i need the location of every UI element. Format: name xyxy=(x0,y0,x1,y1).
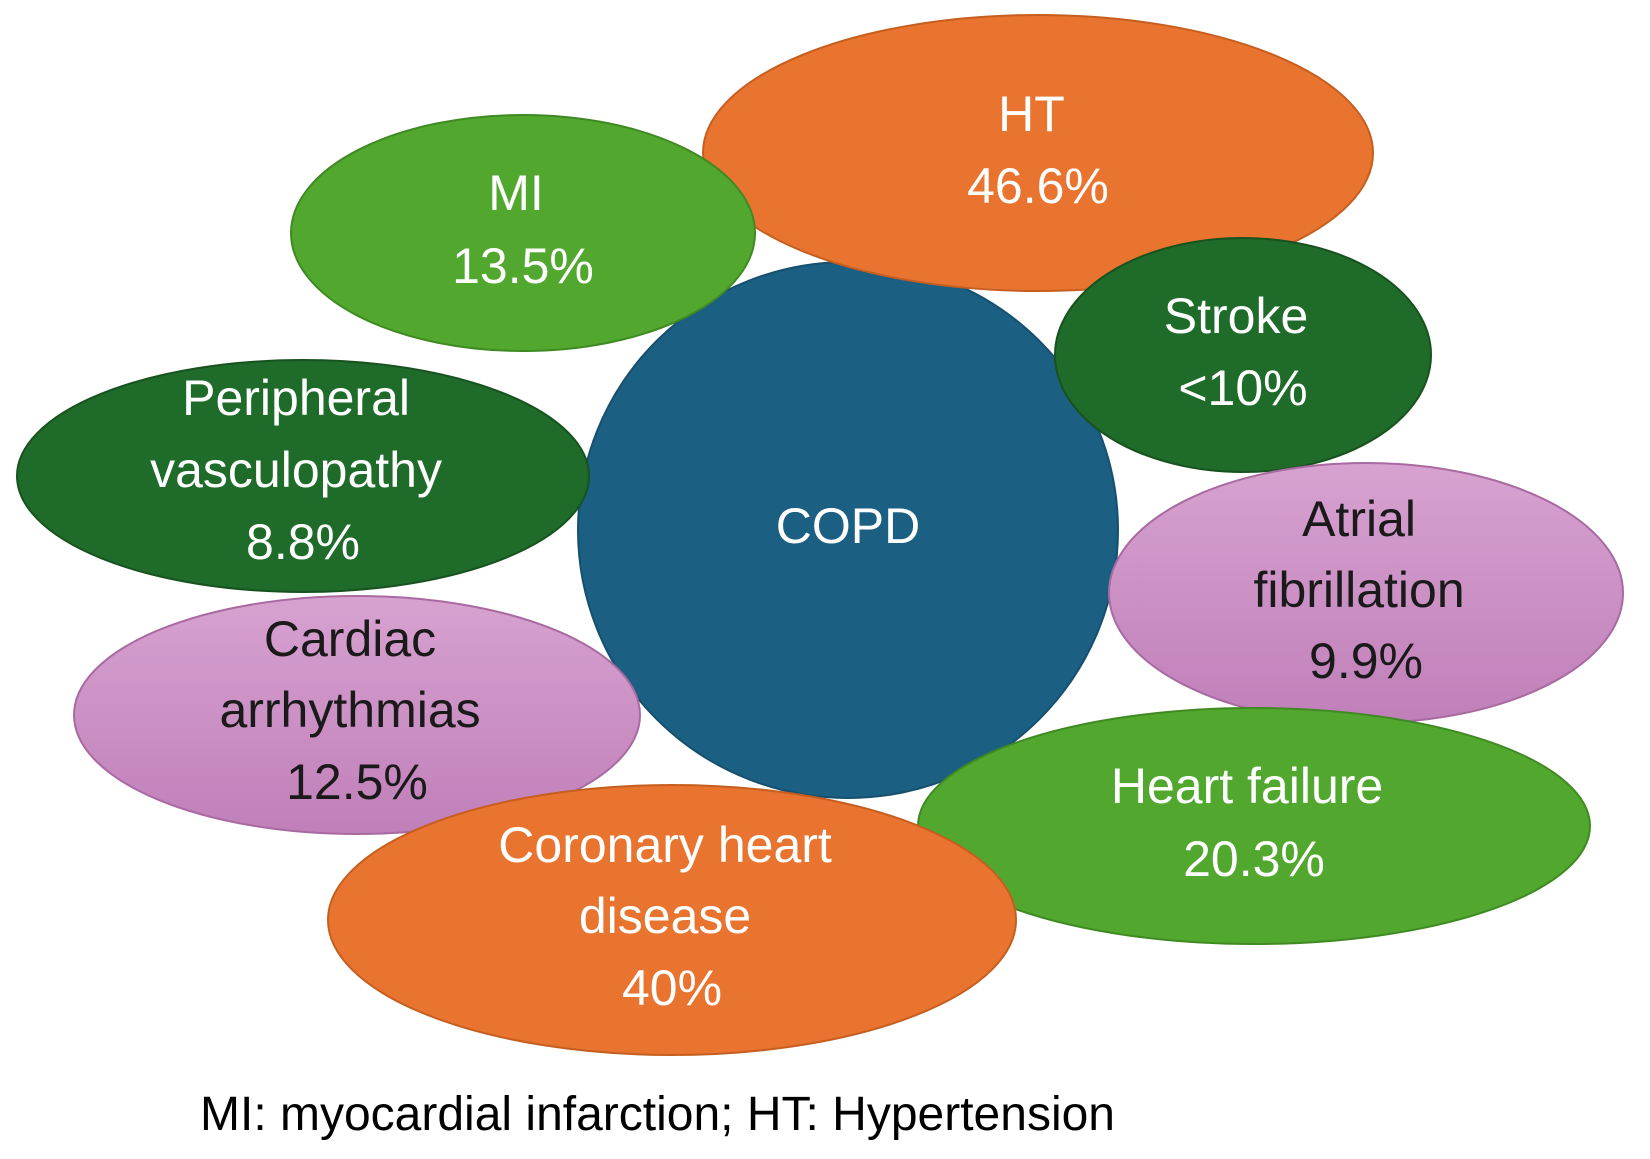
svg-text:MI 13.5%: MI 13.5% xyxy=(452,165,594,294)
mi-node: MI 13.5% xyxy=(290,114,756,352)
ht-node: HT 46.6% xyxy=(702,14,1374,292)
cardiac-arrhythmias-node: Cardiac arrhythmias 12.5% xyxy=(73,595,641,835)
stroke-node: Stroke <10% xyxy=(1054,237,1432,473)
coronary-heart-disease-node: Coronary heart disease 40% xyxy=(327,784,1017,1056)
svg-text:Atrial fibrillation: Atrial fibrillation 9.9% xyxy=(1253,491,1478,689)
atrial-fibrillation-label-2: fibrillation xyxy=(1253,562,1464,618)
stroke-ellipse xyxy=(1054,237,1432,473)
cardiac-arrhythmias-label-1: Cardiac xyxy=(264,611,436,667)
ht-value: 46.6% xyxy=(967,158,1109,214)
svg-text:Heart failure 20.3%: Heart failure 20.3% xyxy=(1111,758,1397,887)
cardiac-arrhythmias-ellipse xyxy=(73,595,641,835)
heart-failure-ellipse xyxy=(917,707,1591,945)
coronary-heart-disease-label-1: Coronary heart xyxy=(498,817,832,873)
coronary-heart-disease-label-2: disease xyxy=(579,888,751,944)
copd-label: COPD xyxy=(776,498,920,554)
svg-text:HT 46.6%: HT 46.6% xyxy=(967,86,1109,214)
heart-failure-value: 20.3% xyxy=(1183,831,1325,887)
heart-failure-node: Heart failure 20.3% xyxy=(917,707,1591,945)
svg-text:Cardiac arrhythmias: Cardiac arrhythmias 12.5% xyxy=(219,611,494,810)
svg-text:Peripheral vasculopathy: Peripheral vasculopathy 8.8% xyxy=(150,370,456,570)
mi-value: 13.5% xyxy=(452,238,594,294)
atrial-fibrillation-value: 9.9% xyxy=(1309,633,1423,689)
abbreviation-footnote: MI: myocardial infarction; HT: Hypertens… xyxy=(200,1088,1115,1141)
svg-text:Stroke <10%: Stroke <10% xyxy=(1164,288,1322,416)
peripheral-vasculopathy-label-2: vasculopathy xyxy=(150,442,442,498)
cardiac-arrhythmias-value: 12.5% xyxy=(286,754,428,810)
mi-label: MI xyxy=(488,165,544,221)
svg-text:Coronary heart disease: Coronary heart disease 40% xyxy=(498,817,845,1016)
peripheral-vasculopathy-node: Peripheral vasculopathy 8.8% xyxy=(16,359,590,593)
peripheral-vasculopathy-label-1: Peripheral xyxy=(182,370,410,426)
peripheral-vasculopathy-value: 8.8% xyxy=(246,514,360,570)
atrial-fibrillation-label-1: Atrial xyxy=(1302,491,1416,547)
ht-label: HT xyxy=(998,86,1064,142)
coronary-heart-disease-value: 40% xyxy=(622,960,722,1016)
peripheral-vasculopathy-ellipse xyxy=(16,359,590,593)
copd-center-node: COPD xyxy=(577,261,1119,799)
stroke-label: Stroke xyxy=(1164,288,1309,344)
stroke-value: <10% xyxy=(1178,360,1307,416)
atrial-fibrillation-node: Atrial fibrillation 9.9% xyxy=(1108,462,1624,724)
coronary-heart-disease-ellipse xyxy=(327,784,1017,1056)
ht-ellipse xyxy=(702,14,1374,292)
cardiac-arrhythmias-label-2: arrhythmias xyxy=(219,682,480,738)
heart-failure-label: Heart failure xyxy=(1111,758,1383,814)
mi-ellipse xyxy=(290,114,756,352)
